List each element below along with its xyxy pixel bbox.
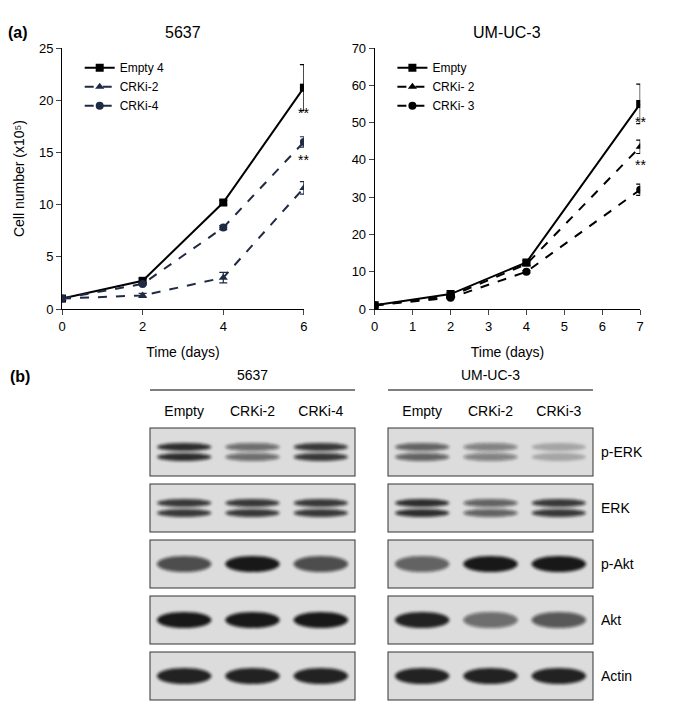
svg-text:20: 20: [352, 227, 366, 242]
svg-text:6: 6: [300, 319, 307, 334]
svg-text:p-Akt: p-Akt: [601, 556, 634, 572]
svg-text:(b): (b): [10, 368, 30, 385]
svg-text:0: 0: [46, 302, 53, 317]
svg-text:0: 0: [371, 319, 378, 334]
svg-text:**: **: [298, 152, 309, 168]
svg-text:p-ERK: p-ERK: [601, 444, 643, 460]
svg-text:5: 5: [46, 249, 53, 264]
svg-text:Time (days): Time (days): [471, 344, 544, 360]
svg-text:15: 15: [39, 145, 53, 160]
svg-text:2: 2: [139, 319, 146, 334]
svg-text:Actin: Actin: [601, 668, 632, 684]
svg-text:**: **: [635, 157, 646, 173]
svg-text:Cell number (x10⁵): Cell number (x10⁵): [11, 120, 27, 237]
svg-text:70: 70: [352, 41, 366, 56]
svg-text:CRKi- 2: CRKi- 2: [432, 80, 474, 94]
svg-text:CRKi-4: CRKi-4: [120, 99, 159, 113]
svg-text:UM-UC-3: UM-UC-3: [473, 24, 541, 41]
svg-text:Akt: Akt: [601, 612, 621, 628]
svg-text:Empty: Empty: [164, 403, 204, 419]
svg-text:50: 50: [352, 115, 366, 130]
svg-text:5637: 5637: [165, 24, 201, 41]
svg-text:Empty 4: Empty 4: [120, 61, 164, 75]
svg-text:60: 60: [352, 78, 366, 93]
svg-text:(a): (a): [8, 24, 28, 41]
svg-text:UM-UC-3: UM-UC-3: [461, 367, 520, 383]
svg-text:Time (days): Time (days): [146, 344, 219, 360]
svg-text:7: 7: [637, 319, 644, 334]
svg-text:Empty: Empty: [432, 61, 466, 75]
svg-text:10: 10: [352, 264, 366, 279]
svg-text:0: 0: [58, 319, 65, 334]
svg-text:10: 10: [39, 197, 53, 212]
svg-text:3: 3: [485, 319, 492, 334]
svg-text:CRKi- 3: CRKi- 3: [432, 99, 474, 113]
svg-text:**: **: [298, 105, 309, 121]
svg-text:30: 30: [352, 190, 366, 205]
svg-text:CRKi-2: CRKi-2: [230, 403, 275, 419]
svg-text:5: 5: [561, 319, 568, 334]
svg-text:5637: 5637: [237, 367, 268, 383]
svg-text:CRKi-2: CRKi-2: [120, 80, 159, 94]
svg-text:25: 25: [39, 41, 53, 56]
svg-text:CRKi-4: CRKi-4: [298, 403, 343, 419]
svg-text:6: 6: [599, 319, 606, 334]
svg-text:40: 40: [352, 152, 366, 167]
svg-text:**: **: [635, 114, 646, 130]
svg-text:20: 20: [39, 93, 53, 108]
svg-text:0: 0: [359, 302, 366, 317]
svg-text:1: 1: [409, 319, 416, 334]
svg-text:2: 2: [447, 319, 454, 334]
svg-text:Empty: Empty: [402, 403, 442, 419]
svg-text:4: 4: [523, 319, 530, 334]
svg-text:CRKi-3: CRKi-3: [536, 403, 581, 419]
svg-text:CRKi-2: CRKi-2: [468, 403, 513, 419]
svg-text:4: 4: [220, 319, 227, 334]
svg-text:ERK: ERK: [601, 500, 630, 516]
